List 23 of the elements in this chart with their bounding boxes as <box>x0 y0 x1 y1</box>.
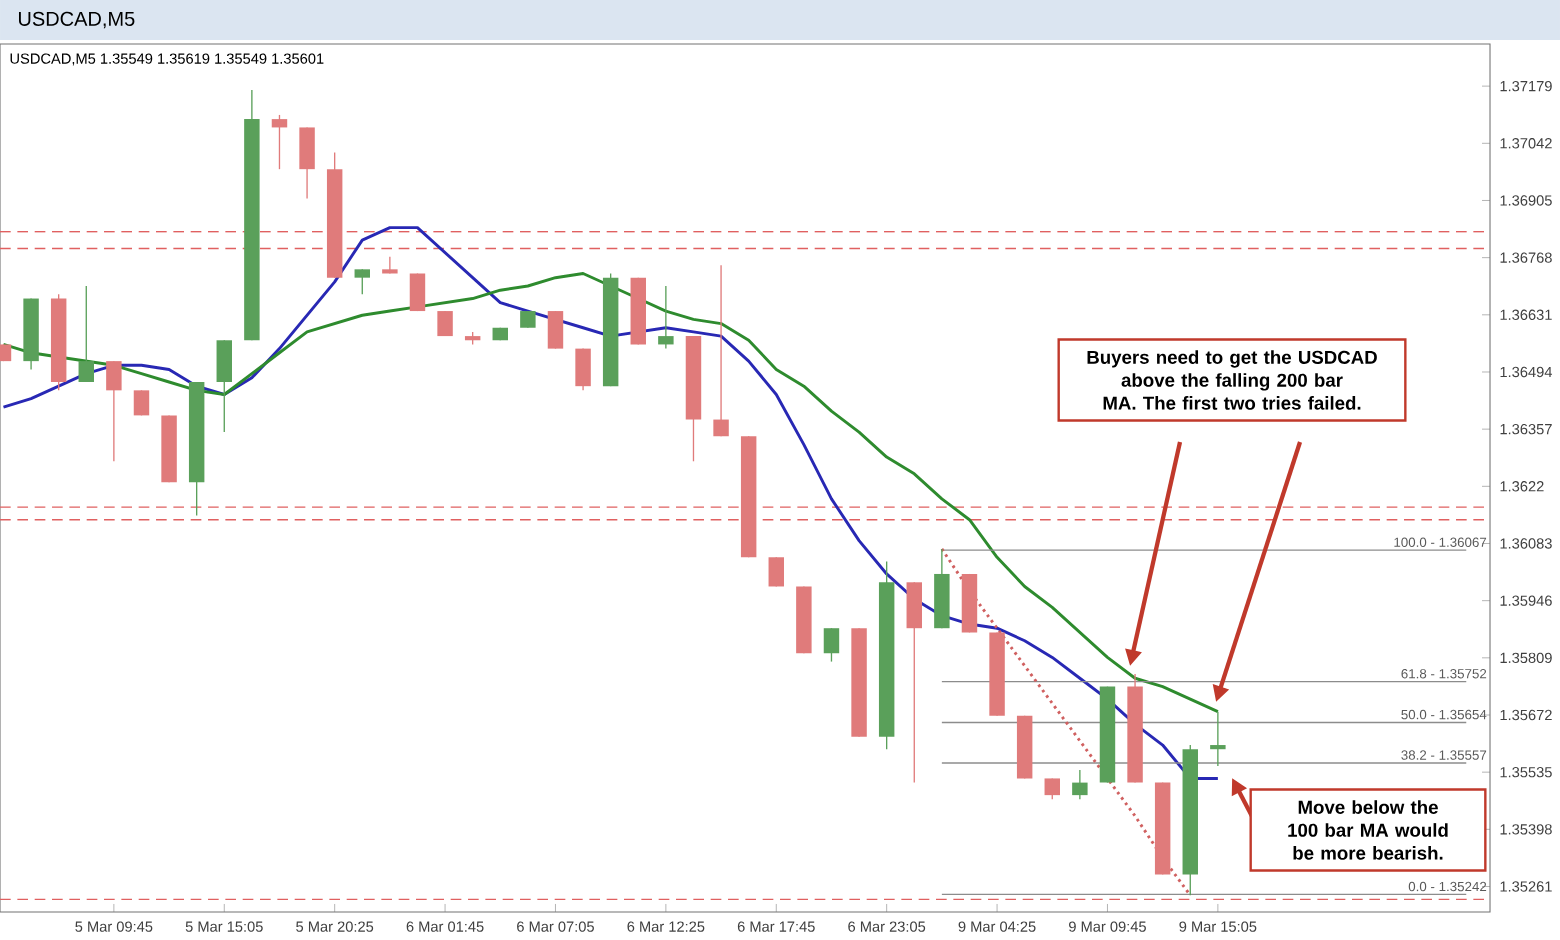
candlestick <box>575 347 591 392</box>
candlestick <box>216 339 232 433</box>
candlestick <box>78 285 94 383</box>
candlestick <box>768 556 784 588</box>
annotation: Move below the 100 bar MA would be more bearish. <box>1288 800 1448 860</box>
candlestick <box>354 268 370 296</box>
candlestick <box>106 360 122 462</box>
chart-title: USDCAD,M5 <box>18 11 135 29</box>
candlestick <box>133 389 150 417</box>
candlestick <box>271 114 288 170</box>
candlestick <box>382 256 398 275</box>
candlestick <box>1044 777 1060 800</box>
candlestick <box>1210 710 1226 767</box>
candlestick <box>1072 769 1088 800</box>
candlestick <box>823 627 840 663</box>
candlestick <box>713 264 729 437</box>
candlestick <box>658 285 674 350</box>
candlestick <box>547 310 564 350</box>
annotation: Buyers need to get the USDCAD above the falling 200 bar MA. The first two tries failed. <box>1087 350 1377 410</box>
candlestick <box>437 310 453 337</box>
candlestick <box>906 581 922 784</box>
candlestick <box>299 126 315 200</box>
candlestick <box>409 272 426 312</box>
